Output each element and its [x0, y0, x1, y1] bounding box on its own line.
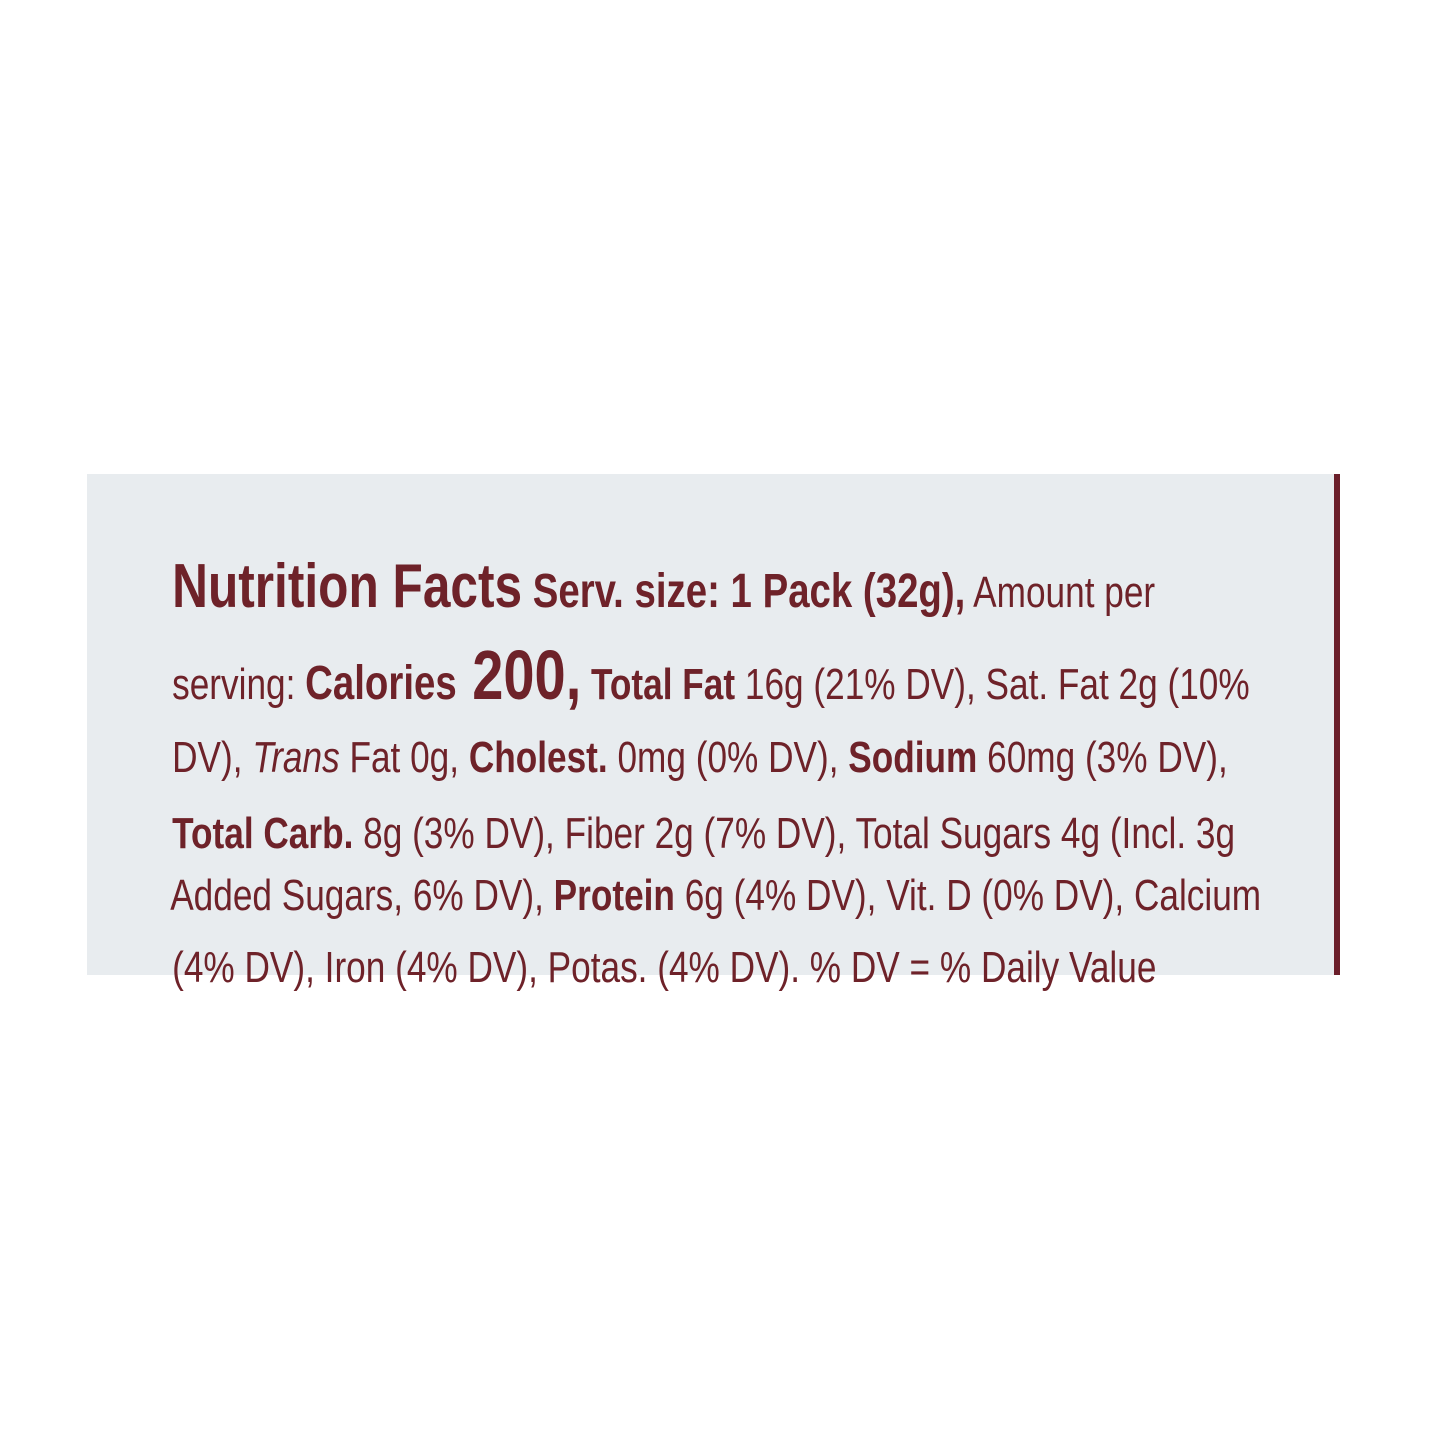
label-text: 200, [456, 636, 582, 714]
label-title: Nutrition Facts [172, 552, 523, 621]
label-text: Amount per [965, 568, 1156, 617]
label-text: 8g (3% DV), Fiber 2g (7% DV), Total Suga… [353, 809, 1236, 858]
label-text: 6g (4% DV), Vit. D (0% DV), Calcium [674, 871, 1262, 920]
label-line: serving: Calories 200, Total Fat 16g (21… [133, 596, 1250, 754]
label-text: DV), [172, 733, 253, 782]
label-text: Added Sugars, 6% DV), [170, 871, 554, 920]
label-text: Fat 0g, [339, 733, 469, 782]
label-text: Total Carb. [172, 809, 354, 858]
nutrition-label: Nutrition Facts Serv. size: 1 Pack (32g)… [87, 474, 1340, 990]
label-text: Sodium [848, 733, 978, 782]
label-text: 60mg (3% DV), [977, 733, 1228, 782]
label-text: Calories [305, 657, 457, 710]
label-text: Trans [252, 733, 340, 782]
label-line: DV), Trans Fat 0g, Cholest. 0mg (0% DV),… [133, 692, 1228, 824]
label-line: Total Carb. 8g (3% DV), Fiber 2g (7% DV)… [133, 768, 1235, 900]
label-text: serving: [172, 660, 306, 709]
label-text: Protein [553, 871, 675, 920]
label-line: (4% DV), Iron (4% DV), Potas. (4% DV). %… [133, 902, 1156, 1034]
label-line: Nutrition Facts Serv. size: 1 Pack (32g)… [133, 512, 1155, 662]
label-text: Serv. size: 1 Pack (32g), [522, 565, 966, 618]
label-text: 16g (21% DV), Sat. Fat 2g (10% [735, 660, 1250, 709]
label-line: Added Sugars, 6% DV), Protein 6g (4% DV)… [133, 830, 1261, 962]
label-text: 0mg (0% DV), [607, 733, 849, 782]
label-text: Total Fat [581, 660, 736, 709]
label-text: (4% DV), Iron (4% DV), Potas. (4% DV). %… [172, 943, 1157, 992]
label-text: Cholest. [468, 733, 608, 782]
